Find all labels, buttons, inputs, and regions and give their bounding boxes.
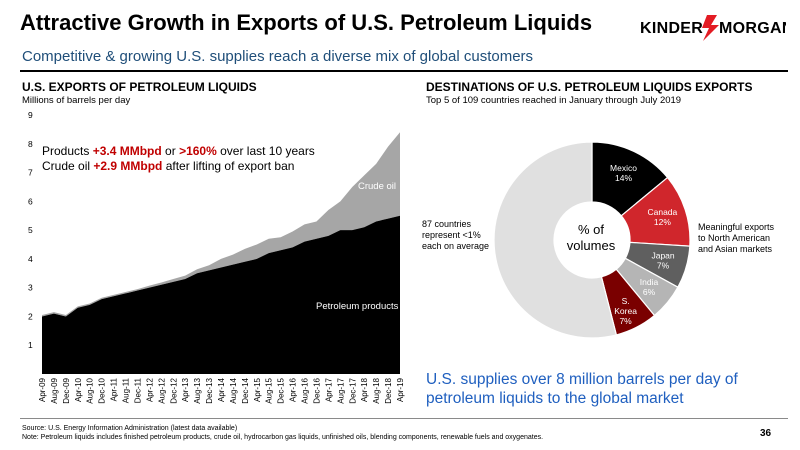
kinder-morgan-logo: KINDER MORGAN bbox=[640, 15, 786, 41]
y-tick-label: 7 bbox=[28, 168, 33, 178]
petroleum-products-area bbox=[42, 215, 400, 374]
x-tick-label: Aug-11 bbox=[122, 377, 131, 403]
lightning-bolt-icon bbox=[702, 15, 719, 41]
x-tick-label: Dec-11 bbox=[133, 377, 142, 403]
other-countries-note: 87 countries represent <1% each on avera… bbox=[422, 219, 490, 251]
page-subtitle: Competitive & growing U.S. supplies reac… bbox=[22, 48, 534, 65]
y-tick-label: 1 bbox=[28, 340, 33, 350]
x-tick-label: Dec-09 bbox=[62, 377, 71, 403]
x-tick-label: Apr-16 bbox=[289, 377, 298, 402]
x-tick-label: Aug-12 bbox=[157, 377, 166, 403]
x-tick-label: Apr-19 bbox=[396, 377, 405, 402]
x-tick-label: Dec-16 bbox=[312, 377, 321, 403]
x-tick-label: Aug-14 bbox=[229, 377, 238, 403]
x-tick-label: Dec-14 bbox=[241, 377, 250, 403]
footer-divider bbox=[20, 418, 788, 419]
x-tick-label: Dec-17 bbox=[348, 377, 357, 403]
crude-growth-line: Crude oil +2.9 MMbpd after lifting of ex… bbox=[42, 159, 295, 173]
y-tick-label: 5 bbox=[28, 225, 33, 235]
svg-text:KINDER: KINDER bbox=[640, 20, 703, 37]
donut-slice-label: S. Korea 7% bbox=[614, 296, 637, 326]
donut-slice-label: Japan 7% bbox=[651, 251, 674, 271]
x-tick-label: Aug-16 bbox=[301, 377, 310, 403]
destinations-chart-subtitle: Top 5 of 109 countries reached in Januar… bbox=[426, 95, 682, 106]
page-number: 36 bbox=[760, 428, 772, 439]
x-tick-label: Aug-10 bbox=[86, 377, 95, 403]
conclusion-statement: U.S. supplies over 8 million barrels per… bbox=[426, 371, 738, 407]
destinations-chart-title: DESTINATIONS OF U.S. PETROLEUM LIQUIDS E… bbox=[426, 80, 753, 94]
markets-note: Meaningful exports to North American and… bbox=[698, 222, 775, 254]
x-tick-label: Apr-17 bbox=[324, 377, 333, 402]
products-growth-line: Products +3.4 MMbpd or >160% over last 1… bbox=[42, 144, 315, 158]
x-tick-label: Dec-13 bbox=[205, 377, 214, 403]
growth-callout: Products +3.4 MMbpd or >160% over last 1… bbox=[42, 144, 315, 174]
x-tick-label: Apr-13 bbox=[181, 377, 190, 402]
petroleum-products-series-label: Petroleum products bbox=[316, 301, 399, 312]
x-tick-label: Aug-13 bbox=[193, 377, 202, 403]
x-tick-label: Dec-10 bbox=[98, 377, 107, 403]
x-tick-label: Dec-12 bbox=[169, 377, 178, 403]
svg-text:MORGAN: MORGAN bbox=[719, 20, 786, 37]
crude-oil-series-label: Crude oil bbox=[358, 181, 397, 192]
donut-slice-label: India 6% bbox=[640, 277, 659, 297]
x-tick-label: Dec-18 bbox=[384, 377, 393, 403]
exports-chart-unit-label: Millions of barrels per day bbox=[22, 95, 131, 106]
donut-slice-label: Mexico 14% bbox=[610, 163, 637, 183]
y-tick-label: 4 bbox=[28, 254, 33, 264]
x-tick-label: Apr-15 bbox=[253, 377, 262, 402]
x-tick-label: Aug-09 bbox=[50, 377, 59, 403]
x-tick-label: Aug-18 bbox=[372, 377, 381, 403]
donut-slice-label: Canada 12% bbox=[647, 207, 677, 227]
page-title: Attractive Growth in Exports of U.S. Pet… bbox=[20, 10, 593, 35]
exports-chart-title: U.S. EXPORTS OF PETROLEUM LIQUIDS bbox=[22, 80, 257, 94]
y-tick-label: 8 bbox=[28, 139, 33, 149]
y-tick-label: 6 bbox=[28, 196, 33, 206]
y-tick-label: 2 bbox=[28, 311, 33, 321]
x-tick-label: Aug-17 bbox=[336, 377, 345, 403]
x-tick-label: Apr-11 bbox=[110, 377, 119, 401]
x-tick-label: Apr-12 bbox=[145, 377, 154, 402]
x-tick-label: Aug-15 bbox=[265, 377, 274, 403]
y-tick-label: 9 bbox=[28, 110, 33, 120]
crude-oil-area bbox=[42, 132, 400, 317]
x-tick-label: Dec-15 bbox=[277, 377, 286, 403]
header-divider bbox=[20, 70, 788, 72]
donut-center-label: % of volumes bbox=[566, 222, 616, 253]
x-tick-label: Apr-18 bbox=[360, 377, 369, 402]
x-tick-label: Apr-14 bbox=[217, 377, 226, 402]
x-tick-label: Apr-09 bbox=[38, 377, 47, 402]
y-tick-label: 3 bbox=[28, 283, 33, 293]
source-note: Source: U.S. Energy Information Administ… bbox=[22, 425, 544, 441]
x-tick-label: Apr-10 bbox=[74, 377, 83, 402]
donut-slice-other bbox=[493, 141, 618, 339]
